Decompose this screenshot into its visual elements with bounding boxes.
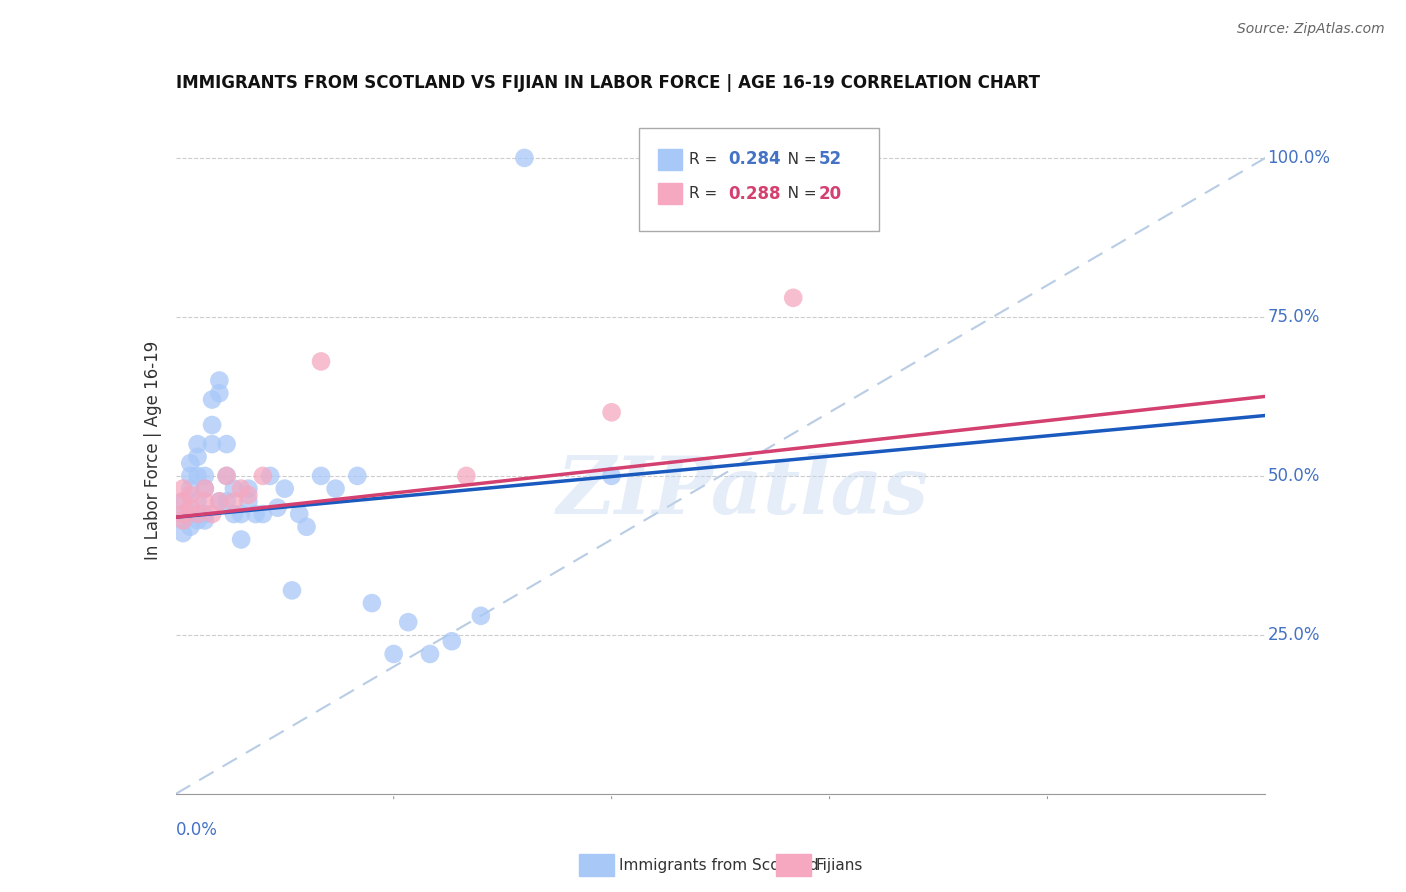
- Point: [222, 482, 245, 496]
- Point: [238, 494, 260, 508]
- Point: [201, 437, 224, 451]
- Point: [259, 469, 281, 483]
- Point: [186, 513, 209, 527]
- Point: [194, 482, 217, 496]
- Text: Immigrants from Scotland: Immigrants from Scotland: [619, 858, 818, 872]
- Point: [172, 526, 194, 541]
- Point: [201, 392, 224, 407]
- Point: [600, 405, 623, 419]
- Point: [179, 482, 201, 496]
- Point: [215, 437, 238, 451]
- Text: 0.284: 0.284: [728, 150, 780, 169]
- Text: IMMIGRANTS FROM SCOTLAND VS FIJIAN IN LABOR FORCE | AGE 16-19 CORRELATION CHART: IMMIGRANTS FROM SCOTLAND VS FIJIAN IN LA…: [176, 74, 1040, 92]
- Text: Fijians: Fijians: [815, 858, 863, 872]
- Text: R =: R =: [689, 152, 723, 167]
- Text: R =: R =: [689, 186, 723, 201]
- Point: [179, 469, 201, 483]
- Point: [194, 494, 217, 508]
- Point: [172, 507, 194, 521]
- Point: [281, 583, 304, 598]
- Point: [208, 386, 231, 401]
- Point: [179, 488, 201, 502]
- Point: [186, 494, 209, 508]
- Point: [396, 615, 419, 630]
- Point: [456, 469, 478, 483]
- Y-axis label: In Labor Force | Age 16-19: In Labor Force | Age 16-19: [143, 341, 162, 560]
- Point: [201, 507, 224, 521]
- Bar: [658, 183, 682, 204]
- Point: [201, 417, 224, 432]
- Point: [252, 507, 274, 521]
- Point: [194, 482, 217, 496]
- Point: [288, 507, 311, 521]
- Point: [186, 450, 209, 464]
- Point: [194, 507, 217, 521]
- Point: [231, 482, 253, 496]
- Point: [172, 513, 194, 527]
- Point: [470, 608, 492, 623]
- Point: [186, 437, 209, 451]
- Text: Source: ZipAtlas.com: Source: ZipAtlas.com: [1237, 22, 1385, 37]
- Text: 20: 20: [818, 185, 842, 202]
- Point: [295, 520, 318, 534]
- Point: [245, 507, 267, 521]
- Point: [252, 469, 274, 483]
- Point: [215, 469, 238, 483]
- Point: [186, 469, 209, 483]
- Point: [208, 494, 231, 508]
- Point: [238, 488, 260, 502]
- Text: 0.0%: 0.0%: [176, 822, 218, 839]
- Point: [179, 507, 201, 521]
- Text: ZIPatlas: ZIPatlas: [557, 453, 928, 531]
- Point: [238, 482, 260, 496]
- Point: [215, 469, 238, 483]
- Point: [172, 482, 194, 496]
- Point: [231, 507, 253, 521]
- Point: [172, 494, 194, 508]
- Point: [172, 507, 194, 521]
- Point: [382, 647, 405, 661]
- FancyBboxPatch shape: [638, 128, 879, 231]
- Point: [360, 596, 382, 610]
- Text: 50.0%: 50.0%: [1268, 467, 1320, 485]
- Point: [440, 634, 463, 648]
- Point: [172, 513, 194, 527]
- Point: [600, 469, 623, 483]
- Point: [186, 507, 209, 521]
- Bar: [658, 149, 682, 169]
- Text: 25.0%: 25.0%: [1268, 626, 1320, 644]
- Point: [208, 374, 231, 388]
- Text: N =: N =: [773, 152, 821, 167]
- Point: [346, 469, 368, 483]
- Point: [325, 482, 347, 496]
- Point: [194, 469, 217, 483]
- Point: [208, 494, 231, 508]
- Point: [222, 494, 245, 508]
- Point: [194, 513, 217, 527]
- Point: [274, 482, 297, 496]
- Point: [309, 354, 332, 368]
- Point: [172, 494, 194, 508]
- Point: [419, 647, 441, 661]
- Text: N =: N =: [773, 186, 821, 201]
- Point: [222, 507, 245, 521]
- Point: [782, 291, 804, 305]
- Text: 52: 52: [818, 150, 842, 169]
- Text: 100.0%: 100.0%: [1268, 149, 1330, 167]
- Point: [266, 500, 288, 515]
- Point: [513, 151, 536, 165]
- Text: 0.288: 0.288: [728, 185, 780, 202]
- Point: [179, 456, 201, 470]
- Point: [179, 500, 201, 515]
- Point: [231, 533, 253, 547]
- Point: [179, 520, 201, 534]
- Text: 75.0%: 75.0%: [1268, 308, 1320, 326]
- Point: [215, 494, 238, 508]
- Point: [309, 469, 332, 483]
